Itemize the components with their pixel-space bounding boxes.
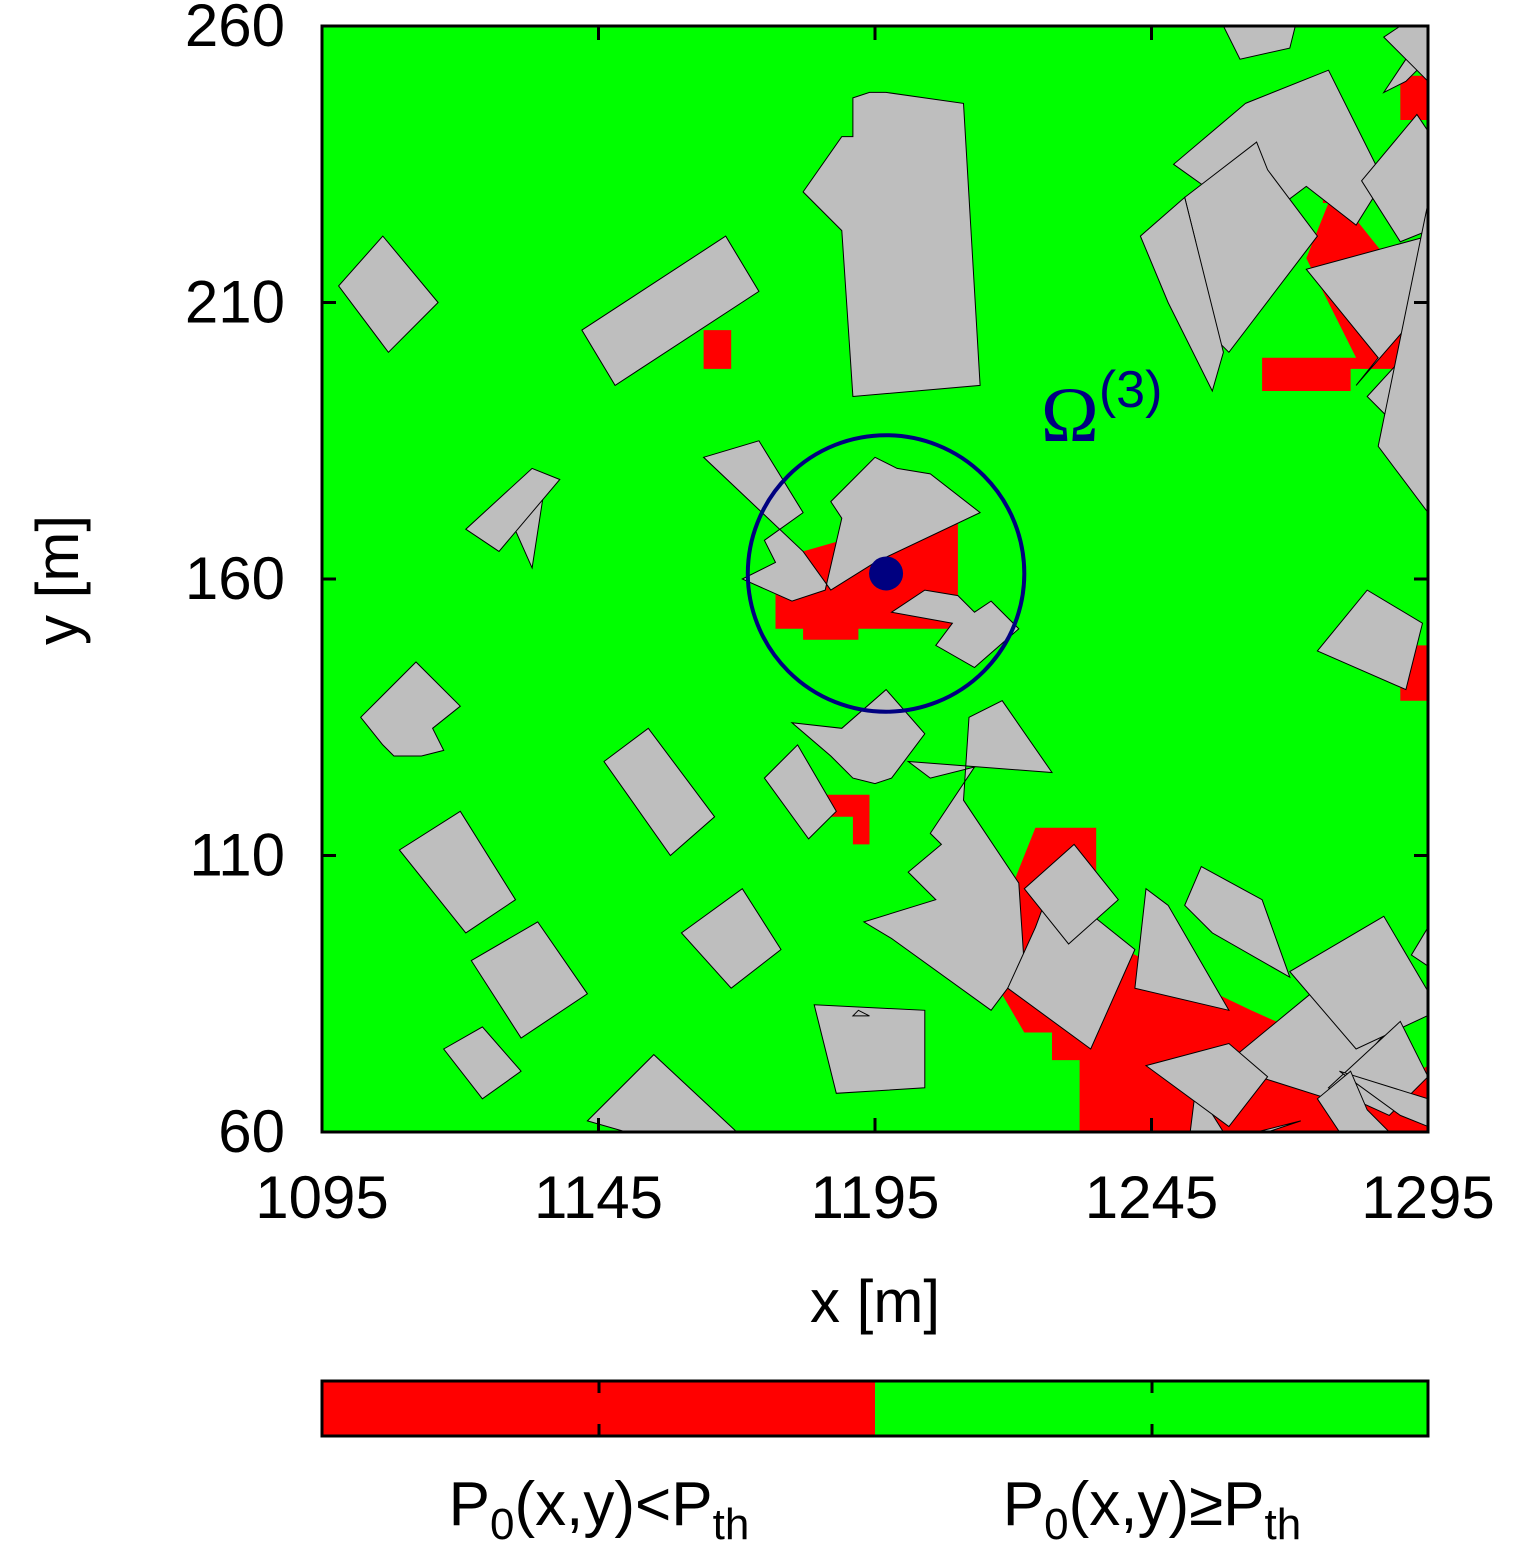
y-tick-label: 260 (185, 0, 285, 59)
building (802, 91, 981, 398)
building (813, 1004, 926, 1094)
x-tick-label: 1245 (1085, 1164, 1218, 1231)
building-layer (337, 26, 1428, 1132)
building (1316, 589, 1424, 691)
legend-frame (320, 1379, 1430, 1438)
plot-area (322, 26, 1428, 1132)
building (851, 1009, 870, 1017)
building (470, 921, 589, 1039)
x-axis-label: x [m] (810, 1268, 940, 1335)
building (360, 661, 462, 757)
building (890, 589, 1020, 669)
red-region (825, 794, 870, 845)
building (680, 887, 782, 989)
tick-layer (320, 24, 1430, 1134)
x-tick-label: 1095 (255, 1164, 388, 1231)
building (1360, 113, 1428, 243)
x-tick-label: 1145 (534, 1164, 663, 1231)
building (1134, 887, 1230, 1012)
omega-symbol: Ω (1041, 371, 1099, 458)
building (1184, 865, 1291, 979)
building (1316, 1070, 1391, 1132)
building (1256, 1120, 1301, 1132)
legend-label-ge: P0(x,y)≥Pth (1003, 1470, 1301, 1549)
building (1289, 915, 1428, 1050)
building (1339, 1070, 1428, 1128)
building (862, 700, 1054, 1011)
building (763, 744, 837, 840)
building (1410, 926, 1428, 967)
y-axis-label: y [m] (24, 515, 91, 645)
building (464, 467, 561, 553)
legend-label-lt: P0(x,y)<Pth (449, 1470, 750, 1549)
building (337, 235, 439, 354)
building (581, 235, 760, 387)
tick-label-layer: 1095 1145 1195 1245 1295 60 110 160 210 260 (185, 0, 1495, 1231)
overlay-layer (745, 433, 1027, 714)
omega-annotation: Ω(3) (1041, 361, 1163, 458)
legend: P0(x,y)<Pth P0(x,y)≥Pth (320, 1379, 1430, 1549)
building (398, 810, 517, 934)
building (1139, 196, 1224, 393)
building (1383, 26, 1428, 83)
x-tick-label: 1295 (1361, 1164, 1494, 1231)
building (442, 1026, 522, 1100)
building (1377, 202, 1428, 514)
omega-circle (745, 433, 1027, 714)
y-tick-label: 110 (189, 822, 285, 889)
omega-superscript: (3) (1099, 361, 1163, 419)
building (586, 1053, 738, 1132)
building (702, 440, 982, 602)
y-tick-label: 60 (218, 1098, 285, 1165)
y-tick-label: 210 (185, 269, 285, 336)
center-point (869, 556, 904, 591)
red-region (1223, 1065, 1428, 1132)
red-region (1400, 75, 1428, 120)
building (603, 727, 716, 857)
building (1222, 26, 1296, 60)
x-tick-label: 1195 (810, 1164, 939, 1231)
building (1144, 1042, 1269, 1128)
red-region (703, 330, 732, 369)
building (1023, 843, 1119, 945)
y-tick-label: 160 (185, 545, 285, 612)
